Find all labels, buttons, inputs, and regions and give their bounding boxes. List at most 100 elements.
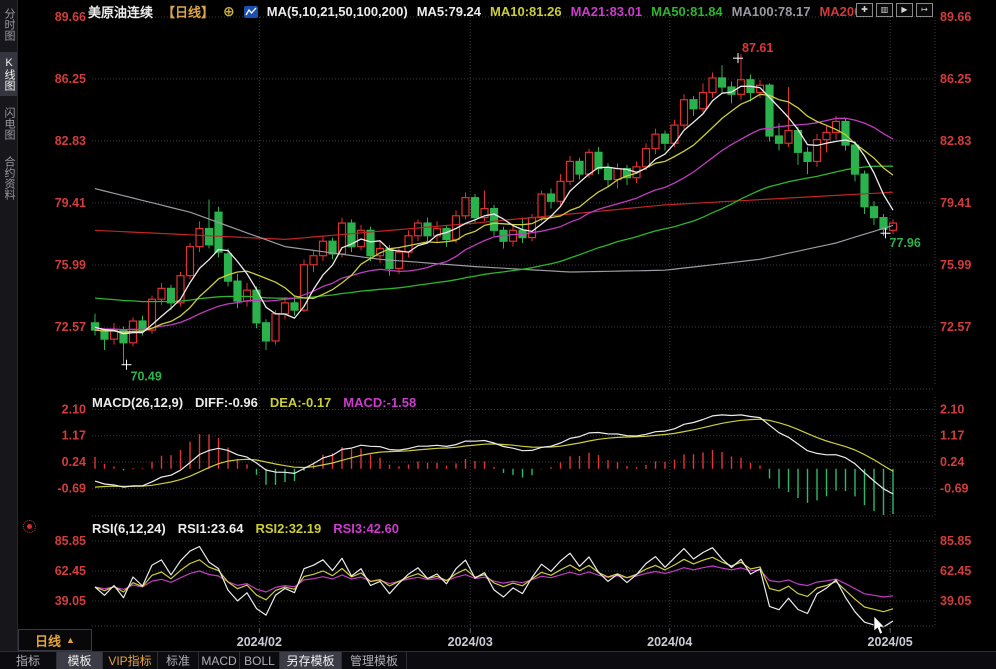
tab-templates[interactable]: 模板 [57, 652, 103, 669]
rsi-params-label: RSI(6,12,24) [92, 521, 166, 536]
tab-standard[interactable]: 标准 [158, 652, 199, 669]
candle-body [147, 298, 157, 331]
candle-body [822, 131, 831, 141]
rsi1-value: RSI1:23.64 [177, 521, 244, 536]
price-axis-label-right: 79.41 [940, 196, 971, 210]
ma5-line [94, 85, 894, 335]
symbol-title: 美原油连续 [88, 5, 154, 20]
tab-save-template[interactable]: 另存模板 [280, 652, 342, 669]
candle-body [214, 211, 223, 253]
chart-header: 美原油连续 【日线】 ⊕ MA(5,10,21,50,100,200) MA5:… [88, 2, 861, 21]
rsi-axis-label-left: 85.85 [55, 534, 86, 548]
candle-body [261, 322, 271, 342]
last-price-annotation: 77.96 [890, 236, 921, 250]
candle-body [812, 139, 822, 162]
candle-body [470, 197, 480, 219]
candle-body [641, 148, 651, 168]
candle-body [271, 313, 280, 342]
period-label: 日线 [35, 633, 62, 649]
candle-body [404, 235, 413, 253]
rsi3-value: RSI3:42.60 [333, 521, 399, 536]
indicator-tab-bar: 指标 模板 VIP指标 标准 MACD BOLL 另存模板 管理模板 [0, 651, 996, 669]
rsi-axis-label-left: 39.05 [55, 594, 86, 608]
candle-body [185, 246, 195, 277]
candle-body [233, 280, 242, 302]
tab-indicators[interactable]: 指标 [0, 652, 57, 669]
indicator-chart-icon[interactable] [243, 5, 258, 18]
chart-toolbar: ✚ ▥ ▶ ↦ [856, 3, 933, 17]
ma10-line [94, 93, 894, 333]
ma200-value: MA200 [819, 4, 862, 19]
rsi-axis-label-right: 39.05 [940, 594, 971, 608]
ma5-value: MA5:79.24 [416, 4, 482, 19]
candle-body [613, 168, 622, 181]
candle-body [157, 287, 166, 300]
macd-axis-label-left: 2.10 [62, 402, 86, 416]
sidebar-item-time-chart[interactable]: 分时图 [3, 8, 15, 41]
sidebar-item-contract-info[interactable]: 合约资料 [3, 156, 15, 200]
tab-manage-templates[interactable]: 管理模板 [342, 652, 407, 669]
add-indicator-icon[interactable]: ⊕ [223, 3, 235, 19]
price-axis-label-left: 75.99 [55, 258, 86, 272]
candle-body [603, 168, 613, 181]
candle-body [651, 133, 660, 150]
sidebar-item-lightning-chart[interactable]: 闪电图 [3, 107, 15, 140]
ma200-line [94, 191, 894, 240]
macd-macd-value: MACD:-1.58 [343, 395, 417, 410]
candle-body [537, 193, 546, 219]
rsi-axis-label-right: 85.85 [940, 534, 971, 548]
candle-body [869, 206, 879, 219]
shift-right-button[interactable]: ↦ [916, 3, 933, 17]
candle-body [280, 302, 290, 315]
candle-body [242, 289, 252, 302]
price-axis-label-right: 89.66 [940, 10, 971, 24]
chart-type-sidebar: 分时图 K线图 闪电图 合约资料 [0, 0, 18, 651]
tab-vip-indicators[interactable]: VIP指标 [103, 652, 158, 669]
candle-body [584, 151, 594, 175]
month-axis-label: 2024/04 [647, 635, 692, 649]
candle-body [622, 168, 632, 179]
candle-body [347, 222, 356, 248]
ma21-line [94, 117, 894, 331]
candle-body [831, 120, 841, 133]
rsi2-line [94, 556, 894, 613]
candle-body [717, 77, 727, 88]
macd-axis-label-left: 0.24 [62, 455, 86, 469]
candle-body [176, 275, 185, 304]
play-panel-button[interactable]: ▶ [896, 3, 913, 17]
candle-body [480, 207, 489, 219]
scale-axis-button[interactable]: ▥ [876, 3, 893, 17]
rsi-settings-icon[interactable] [23, 520, 36, 533]
macd-diff-value: DIFF:-0.96 [195, 395, 258, 410]
candle-body [784, 129, 793, 144]
macd-axis-label-right: 1.17 [940, 429, 964, 443]
high-price-annotation: 87.61 [742, 41, 773, 55]
candle-body [166, 287, 176, 304]
price-axis-label-right: 75.99 [940, 258, 971, 272]
macd-axis-label-right: 2.10 [940, 402, 964, 416]
candle-body [413, 222, 423, 237]
candle-body [461, 197, 470, 217]
candle-body [689, 99, 698, 110]
price-axis-label-left: 72.57 [55, 320, 86, 334]
price-axis-label-right: 82.83 [940, 134, 971, 148]
candle-body [575, 160, 584, 175]
period-up-arrow-icon: ▲ [66, 635, 75, 645]
crosshair-button[interactable]: ✚ [856, 3, 873, 17]
sidebar-item-kline-chart[interactable]: K线图 [0, 52, 17, 96]
tab-boll[interactable]: BOLL [240, 652, 280, 669]
candle-body [90, 322, 100, 331]
period-selector[interactable]: 日线 ▲ [18, 629, 92, 651]
candle-body [565, 160, 575, 182]
candle-body [223, 253, 233, 282]
macd-axis-label-left: 1.17 [62, 429, 86, 443]
macd-dea-value: DEA:-0.17 [269, 395, 332, 410]
month-axis-label: 2024/05 [868, 635, 913, 649]
candle-body [366, 229, 375, 257]
tab-macd[interactable]: MACD [199, 652, 240, 669]
macd-panel-header: MACD(26,12,9) DIFF:-0.96 DEA:-0.17 MACD:… [92, 395, 416, 410]
price-axis-label-left: 86.25 [55, 72, 86, 86]
ma50-line [94, 165, 893, 303]
candle-body [385, 247, 394, 270]
